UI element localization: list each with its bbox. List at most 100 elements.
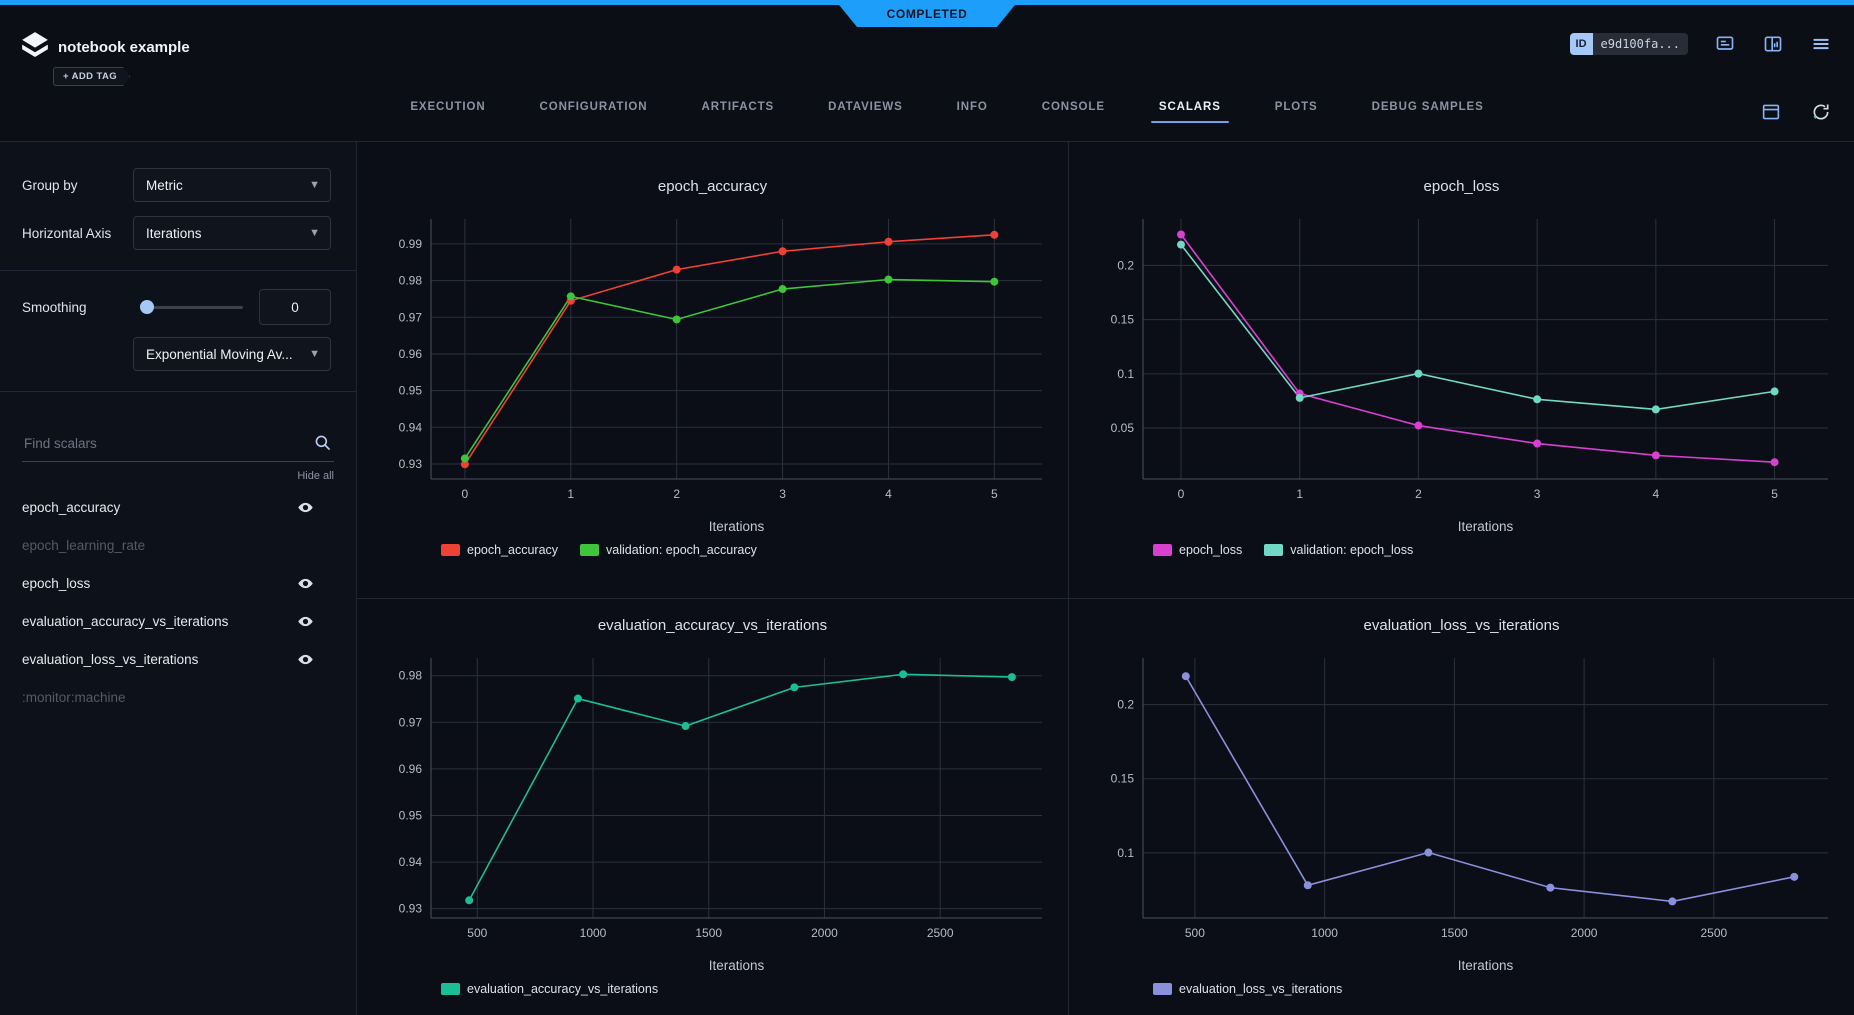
refresh-icon[interactable] <box>1810 101 1832 123</box>
group-by-select[interactable]: Metric ▼ <box>133 168 331 202</box>
tab-artifacts[interactable]: ARTIFACTS <box>701 101 775 113</box>
metric-name: evaluation_accuracy_vs_iterations <box>22 613 229 629</box>
metric-item-epoch-accuracy[interactable]: epoch_accuracy <box>0 488 356 526</box>
legend-item[interactable]: evaluation_accuracy_vs_iterations <box>441 982 658 996</box>
svg-text:0.05: 0.05 <box>1111 421 1135 435</box>
svg-text:0.98: 0.98 <box>399 669 423 683</box>
svg-text:1: 1 <box>1296 487 1303 501</box>
svg-text:0.93: 0.93 <box>399 457 423 471</box>
tab-console[interactable]: CONSOLE <box>1041 101 1105 113</box>
charts-grid: epoch_accuracy 0 1 2 3 4 5 0.93 0.94 0.95 0.96 0.9… <box>357 142 1854 1015</box>
legend-swatch <box>441 544 460 556</box>
tab-scalars[interactable]: SCALARS <box>1150 93 1229 127</box>
add-tag-button[interactable]: + ADD TAG <box>53 67 130 86</box>
metric-item-evaluation-accuracy-vs-iterations[interactable]: evaluation_accuracy_vs_iterations <box>0 602 356 640</box>
legend-swatch <box>1153 544 1172 556</box>
visibility-eye-icon[interactable] <box>297 651 314 668</box>
legend-item[interactable]: epoch_accuracy <box>441 543 558 557</box>
metric-name: epoch_learning_rate <box>22 537 146 553</box>
chart-legend: epoch_accuracy validation: epoch_accuracy <box>441 542 1060 558</box>
svg-text:0.99: 0.99 <box>399 237 423 251</box>
svg-text:0.96: 0.96 <box>399 762 423 776</box>
legend-swatch <box>1264 544 1284 556</box>
legend-label: epoch_loss <box>1179 543 1243 557</box>
tab-debug-samples[interactable]: DEBUG SAMPLES <box>1371 101 1484 113</box>
svg-text:1500: 1500 <box>1441 926 1468 940</box>
horizontal-axis-label: Horizontal Axis <box>22 225 112 241</box>
horizontal-axis-select[interactable]: Iterations ▼ <box>133 216 331 250</box>
group-by-value: Metric <box>146 177 183 193</box>
tab-info[interactable]: INFO <box>956 101 988 113</box>
legend-swatch <box>580 544 600 556</box>
tab-dataviews[interactable]: DATAVIEWS <box>828 101 903 113</box>
task-id-badge[interactable]: ID e9d100fa... <box>1569 33 1688 55</box>
legend-item[interactable]: evaluation_loss_vs_iterations <box>1153 982 1342 996</box>
comments-icon[interactable] <box>1714 33 1736 55</box>
search-icon[interactable] <box>314 434 332 457</box>
svg-text:4: 4 <box>885 487 892 501</box>
svg-text:3: 3 <box>779 487 786 501</box>
metric-name: epoch_accuracy <box>22 499 121 515</box>
task-type-icon <box>20 31 50 64</box>
chart-xaxis-label: Iterations <box>708 519 765 534</box>
svg-text:0.15: 0.15 <box>1111 772 1135 786</box>
metric-item-epoch-learning-rate[interactable]: epoch_learning_rate <box>0 526 356 564</box>
svg-text:0.95: 0.95 <box>399 384 423 398</box>
chart-xaxis-label: Iterations <box>1457 958 1514 973</box>
status-badge: COMPLETED <box>835 0 1019 27</box>
chart-plot[interactable]: 500 1000 1500 2000 2500 0.1 0.15 0.2 <box>1077 646 1846 946</box>
chart-plot[interactable]: 0 1 2 3 4 5 0.93 0.94 0.95 0.96 0.97 0.98 0.99 <box>365 207 1060 507</box>
header: notebook example + ADD TAG ID e9d100fa..… <box>0 5 1854 142</box>
chart-plot[interactable]: 0 1 2 3 4 5 0.05 0.1 0.15 0.2 <box>1077 207 1846 507</box>
svg-text:5: 5 <box>1771 487 1778 501</box>
metric-name: :monitor:machine <box>22 689 126 705</box>
legend-label: evaluation_loss_vs_iterations <box>1179 982 1343 996</box>
svg-text:0.95: 0.95 <box>399 808 423 822</box>
metric-item-monitor-machine[interactable]: :monitor:machine <box>0 678 356 716</box>
metric-item-epoch-loss[interactable]: epoch_loss <box>0 564 356 602</box>
svg-text:0.98: 0.98 <box>399 274 423 288</box>
metric-item-evaluation-loss-vs-iterations[interactable]: evaluation_loss_vs_iterations <box>0 640 356 678</box>
legend-label: validation: epoch_accuracy <box>606 543 757 557</box>
details-panel-icon[interactable] <box>1762 33 1784 55</box>
tab-execution[interactable]: EXECUTION <box>410 101 486 113</box>
tab-plots[interactable]: PLOTS <box>1274 101 1318 113</box>
smoothing-value-input[interactable]: 0 <box>259 289 331 325</box>
svg-text:0.1: 0.1 <box>1117 846 1134 860</box>
metrics-table-view-icon[interactable] <box>1760 101 1782 123</box>
tab-bar: EXECUTION CONFIGURATION ARTIFACTS DATAVIEWS… <box>360 93 1534 127</box>
chart-title: epoch_accuracy <box>657 178 768 195</box>
divider <box>0 391 356 392</box>
svg-text:2500: 2500 <box>1700 926 1727 940</box>
chevron-down-icon: ▼ <box>309 227 320 239</box>
menu-icon[interactable] <box>1810 33 1832 55</box>
search-input[interactable] <box>22 435 292 452</box>
legend-swatch <box>441 983 460 995</box>
chart-title: evaluation_accuracy_vs_iterations <box>597 617 828 634</box>
legend-item[interactable]: epoch_loss <box>1153 543 1242 557</box>
smoothing-method-select[interactable]: Exponential Moving Av... ▼ <box>133 337 331 371</box>
visibility-eye-icon[interactable] <box>297 613 314 630</box>
smoothing-slider[interactable] <box>140 300 243 314</box>
scalars-settings-sidebar: Group by Metric ▼ Horizontal Axis Iterat… <box>0 142 357 1015</box>
legend-item[interactable]: validation: epoch_accuracy <box>580 543 757 557</box>
slider-handle[interactable] <box>140 300 154 314</box>
svg-text:500: 500 <box>1185 926 1205 940</box>
visibility-eye-icon[interactable] <box>297 575 314 592</box>
metric-list: epoch_accuracy epoch_learning_rate epoch_l… <box>0 488 356 716</box>
chart-legend: evaluation_accuracy_vs_iterations <box>441 981 1060 997</box>
tab-configuration[interactable]: CONFIGURATION <box>539 101 648 113</box>
svg-text:1500: 1500 <box>695 926 722 940</box>
chart-panel-epoch-accuracy: epoch_accuracy 0 1 2 3 4 5 0.93 0.94 0.95 0.96 0.9… <box>357 142 1069 599</box>
visibility-eye-icon[interactable] <box>297 499 314 516</box>
chart-plot[interactable]: 500 1000 1500 2000 2500 0.93 0.94 0.95 0.96 0.97 0… <box>365 646 1060 946</box>
legend-label: evaluation_accuracy_vs_iterations <box>467 982 659 996</box>
legend-item[interactable]: validation: epoch_loss <box>1264 543 1413 557</box>
chart-legend: evaluation_loss_vs_iterations <box>1153 981 1846 997</box>
svg-text:0.2: 0.2 <box>1117 258 1134 272</box>
hide-all-link[interactable]: Hide all <box>297 470 334 482</box>
divider <box>0 270 356 271</box>
svg-text:4: 4 <box>1653 487 1660 501</box>
svg-text:5: 5 <box>991 487 998 501</box>
svg-text:0.1: 0.1 <box>1117 367 1134 381</box>
